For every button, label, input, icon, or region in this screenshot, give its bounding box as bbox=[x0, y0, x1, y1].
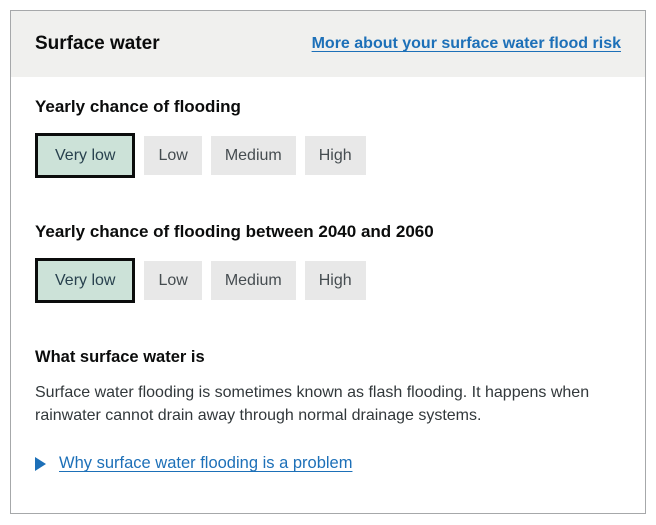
yearly-chance-2040-2060-heading: Yearly chance of flooding between 2040 a… bbox=[35, 222, 434, 241]
card-body: Yearly chance of flooding Very low Low M… bbox=[11, 77, 645, 473]
surface-water-card: Surface water More about your surface wa… bbox=[10, 10, 646, 514]
chip-very-low-2040: Very low bbox=[35, 258, 136, 303]
yearly-chance-heading: Yearly chance of flooding bbox=[35, 97, 241, 116]
chip-very-low: Very low bbox=[35, 133, 136, 178]
details-arrow-icon bbox=[35, 456, 46, 471]
chip-low: Low bbox=[144, 136, 202, 175]
chip-medium: Medium bbox=[210, 136, 296, 175]
card-header: Surface water More about your surface wa… bbox=[11, 11, 645, 77]
surface-water-description: Surface water flooding is sometimes know… bbox=[35, 384, 590, 424]
card-title: Surface water bbox=[35, 33, 160, 54]
what-surface-water-is-heading: What surface water is bbox=[35, 348, 205, 366]
chip-medium-2040: Medium bbox=[210, 261, 296, 300]
chip-high-2040: High bbox=[304, 261, 366, 300]
chip-low-2040: Low bbox=[144, 261, 202, 300]
chip-high: High bbox=[304, 136, 366, 175]
why-problem-details-link[interactable]: Why surface water flooding is a problem bbox=[59, 454, 353, 472]
risk-scale-current: Very low Low Medium High bbox=[35, 133, 621, 178]
risk-scale-2040-2060: Very low Low Medium High bbox=[35, 258, 621, 303]
why-problem-details-toggle[interactable]: Why surface water flooding is a problem bbox=[35, 454, 352, 473]
more-about-risk-link[interactable]: More about your surface water flood risk bbox=[311, 35, 621, 52]
